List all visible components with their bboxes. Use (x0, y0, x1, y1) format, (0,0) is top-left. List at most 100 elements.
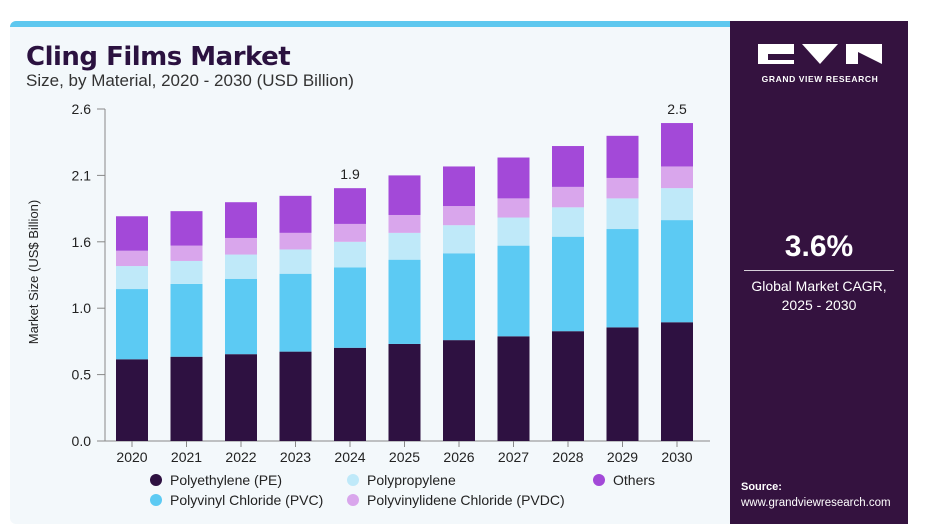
bar-segment-pe-2021 (170, 356, 203, 441)
bar-segment-pp-2030 (661, 188, 693, 221)
y-tick-label: 0.5 (72, 367, 92, 383)
bar-segment-others-2029 (606, 135, 639, 178)
bar-segment-pvc-2028 (552, 236, 584, 332)
bar-segment-others-2020 (116, 216, 148, 251)
bar-segment-pvc-2025 (388, 259, 421, 344)
source-url[interactable]: www.grandviewresearch.com (741, 497, 891, 509)
bar-segment-others-2024 (334, 188, 366, 224)
legend-item-others: Others (593, 472, 655, 488)
bar-segment-others-2027 (497, 157, 530, 199)
bar-segment-pvdc-2024 (334, 223, 366, 242)
bar-segment-pvc-2027 (497, 245, 530, 337)
bar-segment-pvdc-2021 (170, 245, 203, 261)
legend-label-pvc: Polyvinyl Chloride (PVC) (170, 492, 324, 508)
bar-segment-pe-2025 (388, 343, 421, 441)
bar-segment-pp-2024 (334, 241, 366, 268)
bar-segment-pvdc-2026 (443, 206, 475, 226)
x-tick-label: 2028 (552, 449, 583, 465)
legend-swatch-others (593, 474, 605, 486)
x-tick-label: 2029 (607, 449, 638, 465)
legend-swatch-pvdc (347, 494, 359, 506)
bar-segment-pvc-2022 (225, 278, 257, 355)
bar-segment-pvc-2023 (279, 273, 312, 352)
bar-segment-pvdc-2030 (661, 166, 693, 189)
brand-name: GRAND VIEW RESEARCH (761, 74, 879, 84)
bar-segment-pvdc-2020 (116, 250, 148, 267)
chart-subtitle: Size, by Material, 2020 - 2030 (USD Bill… (26, 71, 354, 90)
bar-segment-pp-2021 (170, 260, 203, 284)
data-label: 1.9 (340, 166, 360, 182)
bar-segment-others-2023 (279, 195, 312, 233)
bar-segment-others-2021 (170, 211, 203, 246)
bar-segment-pvc-2030 (661, 220, 693, 323)
x-tick-label: 2021 (171, 449, 202, 465)
legend-label-pp: Polypropylene (367, 472, 456, 488)
bar-segment-pvdc-2022 (225, 237, 257, 255)
x-tick-label: 2027 (498, 449, 529, 465)
bar-segment-pe-2029 (606, 327, 639, 441)
bar-segment-pvdc-2023 (279, 232, 312, 250)
legend-swatch-pvc (150, 494, 162, 506)
bar-segment-pvc-2029 (606, 229, 639, 328)
y-tick-label: 2.6 (72, 101, 92, 117)
bar-segment-pe-2022 (225, 354, 257, 441)
x-tick-label: 2024 (334, 449, 365, 465)
bar-segment-pvdc-2027 (497, 198, 530, 218)
bar-segment-pe-2020 (116, 359, 148, 441)
y-tick-label: 2.1 (72, 167, 92, 183)
bar-segment-pe-2028 (552, 331, 584, 441)
bar-segment-pp-2026 (443, 225, 475, 254)
bar-segment-others-2022 (225, 202, 257, 238)
bar-segment-pp-2025 (388, 232, 421, 260)
brand-logo-icon (758, 44, 882, 64)
bar-segment-pp-2022 (225, 254, 257, 279)
bar-segment-pvc-2024 (334, 267, 366, 348)
bar-segment-pe-2023 (279, 351, 312, 441)
bar-segment-pvc-2021 (170, 283, 203, 357)
chart-legend: Polyethylene (PE) Polypropylene Others P… (150, 472, 710, 512)
cagr-divider (744, 270, 894, 271)
bar-segment-pe-2030 (661, 322, 693, 441)
legend-label-others: Others (613, 472, 656, 488)
y-tick-label: 0.0 (72, 433, 92, 449)
bar-segment-pp-2028 (552, 207, 584, 237)
cagr-label-line1: Global Market CAGR, (751, 278, 887, 294)
bar-segment-others-2025 (388, 175, 421, 215)
cagr-label: Global Market CAGR, 2025 - 2030 (730, 277, 908, 315)
side-panel (730, 21, 908, 524)
x-tick-label: 2023 (280, 449, 311, 465)
y-axis-title: Market Size (US$ Billion) (26, 200, 41, 345)
chart-plot: Market Size (US$ Billion) 0.0 0.5 1.0 1.6 2.1… (26, 101, 710, 465)
y-tick-label: 1.6 (72, 234, 92, 250)
x-tick-label: 2022 (225, 449, 256, 465)
legend-item-pvdc: Polyvinylidene Chloride (PVDC) (347, 492, 565, 508)
legend-label-pvdc: Polyvinylidene Chloride (PVDC) (367, 492, 565, 508)
bar-segment-pvc-2026 (443, 253, 475, 341)
bar-segment-pp-2023 (279, 249, 312, 274)
x-tick-label: 2025 (389, 449, 420, 465)
accent-bar (10, 21, 730, 27)
bar-segment-pvdc-2028 (552, 186, 584, 208)
legend-swatch-pe (150, 474, 162, 486)
data-label: 2.5 (667, 101, 687, 117)
cagr-value: 3.6% (784, 230, 854, 263)
bar-segment-others-2028 (552, 146, 584, 187)
legend-item-pvc: Polyvinyl Chloride (PVC) (150, 492, 323, 508)
bar-segment-pp-2027 (497, 217, 530, 246)
x-tick-label: 2026 (443, 449, 474, 465)
legend-item-pe: Polyethylene (PE) (150, 472, 282, 488)
bar-segment-others-2026 (443, 166, 475, 207)
bar-segment-pvc-2020 (116, 289, 148, 360)
chart-title: Cling Films Market (26, 42, 291, 72)
source-label: Source: (741, 481, 782, 493)
legend-label-pe: Polyethylene (PE) (170, 472, 283, 488)
legend-item-pp: Polypropylene (347, 472, 456, 488)
cagr-label-line2: 2025 - 2030 (781, 297, 857, 313)
x-tick-label: 2020 (116, 449, 147, 465)
bar-segment-pvdc-2029 (606, 177, 639, 199)
bar-segment-pp-2029 (606, 198, 639, 230)
legend-swatch-pp (347, 474, 359, 486)
x-tick-label: 2030 (661, 449, 692, 465)
bar-segment-others-2030 (661, 123, 693, 167)
bar-segment-pvdc-2025 (388, 214, 421, 233)
